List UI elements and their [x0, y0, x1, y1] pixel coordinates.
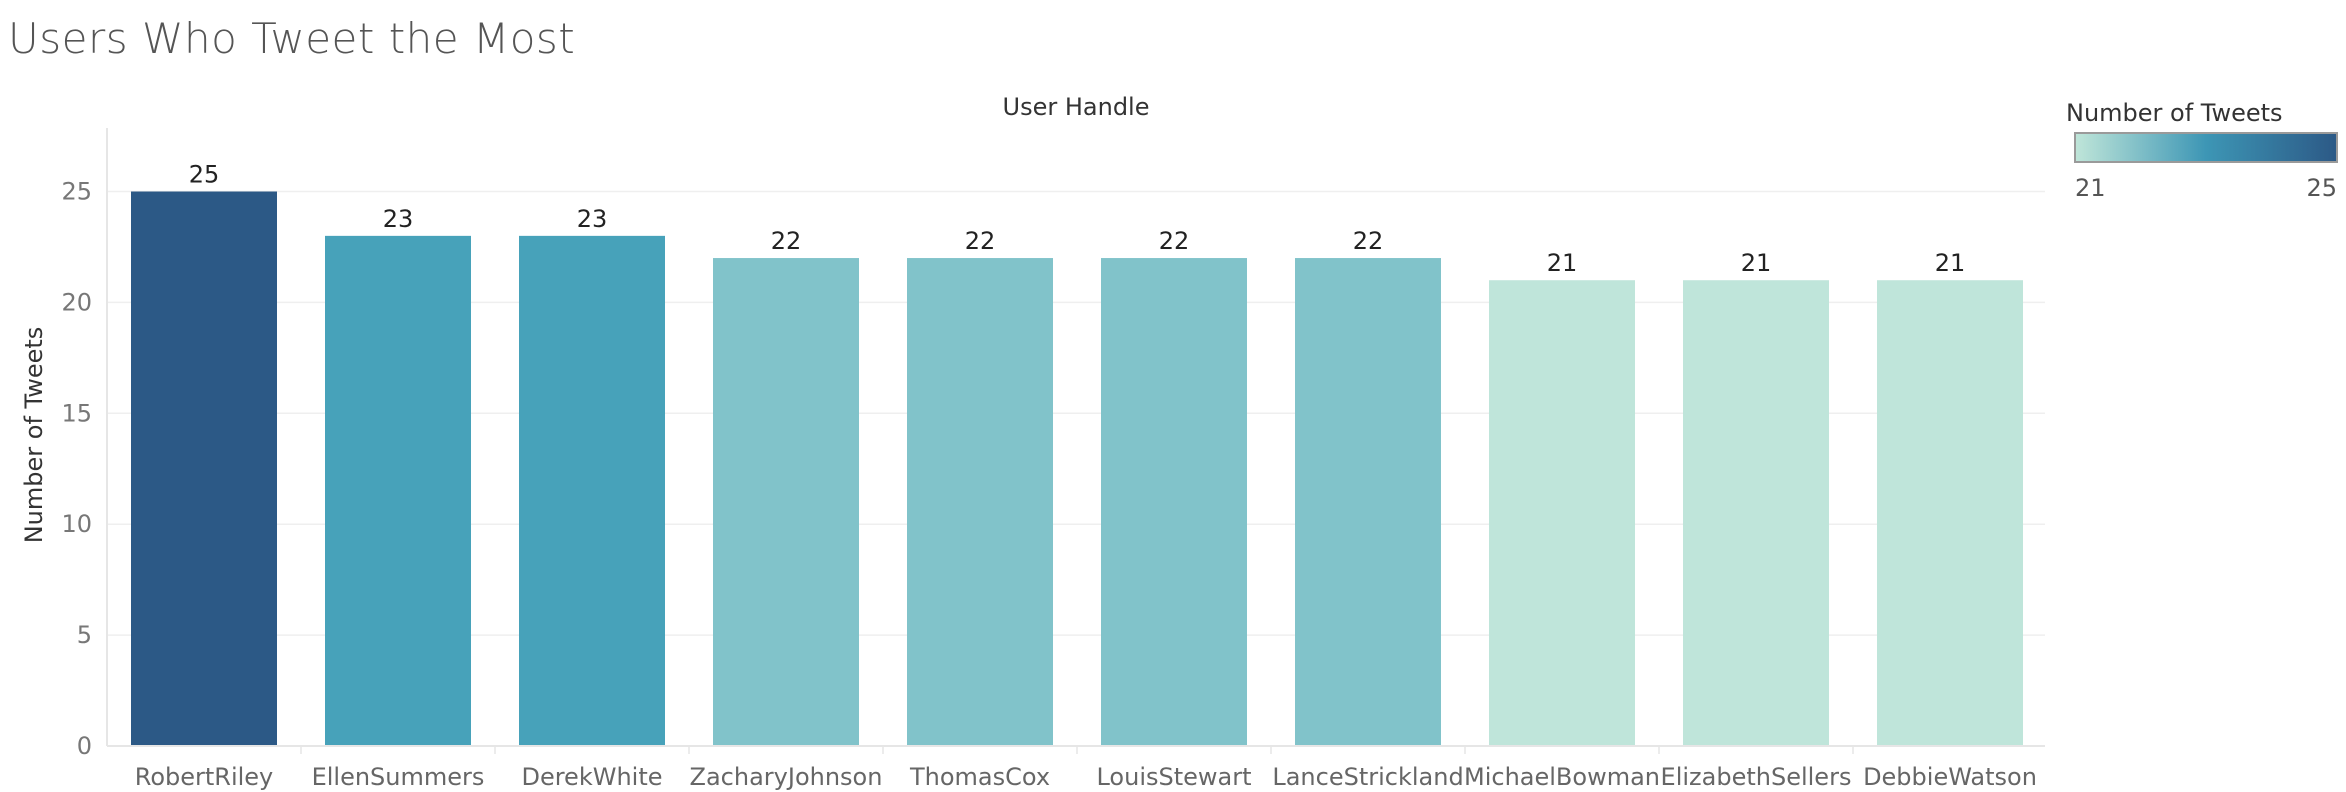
- x-tick-label: DebbieWatson: [1863, 763, 2037, 791]
- bar[interactable]: [1489, 280, 1635, 746]
- bar[interactable]: [1683, 280, 1829, 746]
- legend-min-label: 21: [2075, 174, 2106, 202]
- x-tick-label: ElizabethSellers: [1661, 763, 1852, 791]
- bar-value-label: 21: [1935, 249, 1966, 277]
- bar[interactable]: [713, 258, 859, 746]
- y-tick-label: 25: [61, 178, 92, 206]
- x-tick-label: EllenSummers: [312, 763, 485, 791]
- x-tick-label: ThomasCox: [909, 763, 1050, 791]
- x-axis-title: User Handle: [1003, 93, 1150, 121]
- y-tick-label: 15: [61, 399, 92, 427]
- bars: 25 23 23 22 22 22 22 21 21 21: [131, 161, 2023, 747]
- bar[interactable]: [1101, 258, 1247, 746]
- bar[interactable]: [1877, 280, 2023, 746]
- bar-value-label: 22: [1159, 227, 1190, 255]
- y-tick-label: 20: [61, 288, 92, 316]
- y-tick-label: 5: [77, 621, 92, 649]
- bar[interactable]: [131, 191, 277, 747]
- y-tick-label: 10: [61, 510, 92, 538]
- legend-max-label: 25: [2306, 174, 2337, 202]
- bar-value-label: 22: [965, 227, 996, 255]
- x-tick-label: ZacharyJohnson: [690, 763, 883, 791]
- x-tick-label: MichaelBowman: [1464, 763, 1660, 791]
- x-axis: RobertRiley EllenSummers DerekWhite Zachary…: [107, 745, 2045, 791]
- bar[interactable]: [1295, 258, 1441, 746]
- color-legend: Number of Tweets 21 25: [2066, 99, 2338, 202]
- bar-value-label: 22: [771, 227, 802, 255]
- chart-title: Users Who Tweet the Most: [8, 14, 576, 63]
- bar-value-label: 21: [1741, 249, 1772, 277]
- bar-value-label: 21: [1547, 249, 1578, 277]
- y-tick-label: 0: [77, 732, 92, 760]
- x-tick-label: RobertRiley: [135, 763, 274, 791]
- bar-value-label: 25: [189, 161, 220, 189]
- bar[interactable]: [325, 235, 471, 747]
- y-axis: 0 5 10 15 20 25: [61, 128, 108, 760]
- x-tick-label: LanceStrickland: [1272, 763, 1463, 791]
- legend-gradient-bar: [2074, 132, 2338, 163]
- y-axis-title: Number of Tweets: [20, 327, 48, 544]
- bar-value-label: 23: [383, 205, 414, 233]
- bar-value-label: 23: [577, 205, 608, 233]
- x-tick-label: DerekWhite: [521, 763, 662, 791]
- bar[interactable]: [907, 258, 1053, 746]
- legend-title: Number of Tweets: [2066, 99, 2283, 127]
- bar-value-label: 22: [1353, 227, 1384, 255]
- bar[interactable]: [519, 235, 665, 747]
- x-tick-label: LouisStewart: [1096, 763, 1251, 791]
